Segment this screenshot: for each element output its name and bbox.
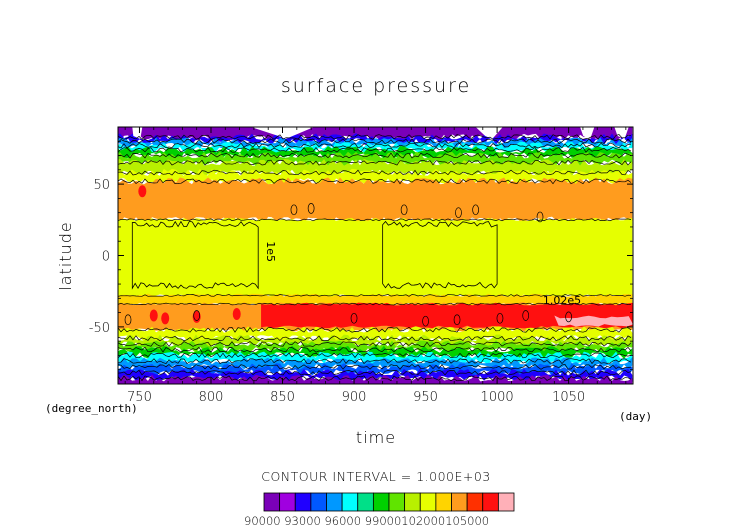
contour-1e5 xyxy=(382,220,498,289)
colorbar-swatch xyxy=(357,492,374,512)
contour-line xyxy=(118,159,632,166)
high-pressure-region xyxy=(554,315,633,327)
colorbar-swatch xyxy=(419,492,437,512)
pressure-band xyxy=(118,177,633,224)
y-tick-label: 0 xyxy=(102,250,110,265)
colorbar-swatch xyxy=(263,492,281,512)
colorbar-swatch xyxy=(482,492,499,512)
colorbar-swatch xyxy=(294,492,312,512)
x-tick-label: 850 xyxy=(270,390,295,405)
x-unit-label: (day) xyxy=(619,410,652,423)
contour-line xyxy=(118,363,632,370)
colorbar-swatch xyxy=(497,492,515,512)
y-tick-label: 50 xyxy=(93,178,110,193)
contour-ring xyxy=(350,312,358,324)
contour-line xyxy=(118,358,632,365)
contour-1e5 xyxy=(131,220,259,290)
contour-lines: 1e5 1.02e5 xyxy=(118,134,632,382)
x-tick-label: 750 xyxy=(127,390,152,405)
x-tick-label: 1050 xyxy=(552,390,585,405)
contour-ring xyxy=(400,204,408,216)
contour-ring xyxy=(193,310,201,321)
colorbar-swatch xyxy=(341,492,359,512)
y-tick-label: -50 xyxy=(89,321,110,336)
colorbar xyxy=(263,492,515,512)
contour-ring xyxy=(496,312,504,324)
contour-line xyxy=(118,326,632,333)
colorbar-swatch xyxy=(451,492,468,512)
contour-line xyxy=(118,169,632,176)
missing-data-patch xyxy=(580,127,595,139)
colorbar-swatch xyxy=(372,492,390,512)
colorbar-swatch xyxy=(404,492,421,512)
plot-area: 1e5 1.02e5 xyxy=(117,126,634,385)
high-pressure-region xyxy=(261,302,633,329)
x-tick-label: 800 xyxy=(199,390,224,405)
y-axis-label: latitude xyxy=(56,221,75,290)
contour-ring xyxy=(124,314,132,326)
contour-line xyxy=(118,375,632,382)
contour-line xyxy=(118,369,632,376)
colorbar-swatch xyxy=(326,492,343,512)
colorbar-swatch xyxy=(466,492,484,512)
contour-line xyxy=(118,218,632,222)
contour-ring xyxy=(307,203,315,214)
contour-ring xyxy=(290,204,298,216)
colorbar-swatch xyxy=(388,492,406,512)
chart-title: surface pressure xyxy=(281,75,471,97)
colorbar-swatch xyxy=(435,492,452,512)
colorbar-swatch xyxy=(310,492,327,512)
x-tick-label: 950 xyxy=(413,390,438,405)
contour-line xyxy=(118,346,632,353)
contour-interval-label: CONTOUR INTERVAL = 1.000E+03 xyxy=(261,469,491,484)
y-unit-label: (degree_north) xyxy=(45,402,138,415)
x-axis-label: time xyxy=(356,428,396,447)
y-axis: 50 0 -50 xyxy=(89,140,633,371)
high-pressure-cell xyxy=(161,312,170,325)
contour-line xyxy=(118,341,632,347)
contour-line xyxy=(118,335,632,342)
missing-data-patch xyxy=(614,127,629,139)
contour-ring xyxy=(565,311,572,323)
contour-ring xyxy=(453,314,461,326)
contour-line xyxy=(118,302,632,306)
contour-line xyxy=(118,142,632,149)
x-tick-label: 1000 xyxy=(481,390,514,405)
high-pressure-cell xyxy=(149,309,158,322)
contour-line xyxy=(118,294,632,297)
contour-label: 1e5 xyxy=(264,241,277,262)
high-pressure-cell xyxy=(232,308,241,321)
x-axis: 750 800 850 900 950 1000 1050 xyxy=(124,127,627,405)
contour-ring xyxy=(522,310,530,321)
contour-line xyxy=(118,138,632,145)
contour-line xyxy=(118,178,632,185)
contour-label: 1.02e5 xyxy=(543,294,581,307)
contour-ring xyxy=(536,211,544,223)
colorbar-swatch xyxy=(279,492,296,512)
contour-ring xyxy=(455,207,462,219)
x-tick-label: 900 xyxy=(342,390,367,405)
pressure-band xyxy=(118,218,633,298)
contour-line xyxy=(118,146,632,153)
contour-ring xyxy=(422,315,429,327)
contour-line xyxy=(118,134,632,141)
contour-line xyxy=(118,152,632,159)
contour-line xyxy=(118,352,632,359)
high-pressure-cell xyxy=(138,185,147,198)
colorbar-labels: 90000 93000 96000 99000102000105000 xyxy=(244,514,489,528)
contour-ring xyxy=(472,204,479,216)
pressure-field xyxy=(118,127,633,384)
